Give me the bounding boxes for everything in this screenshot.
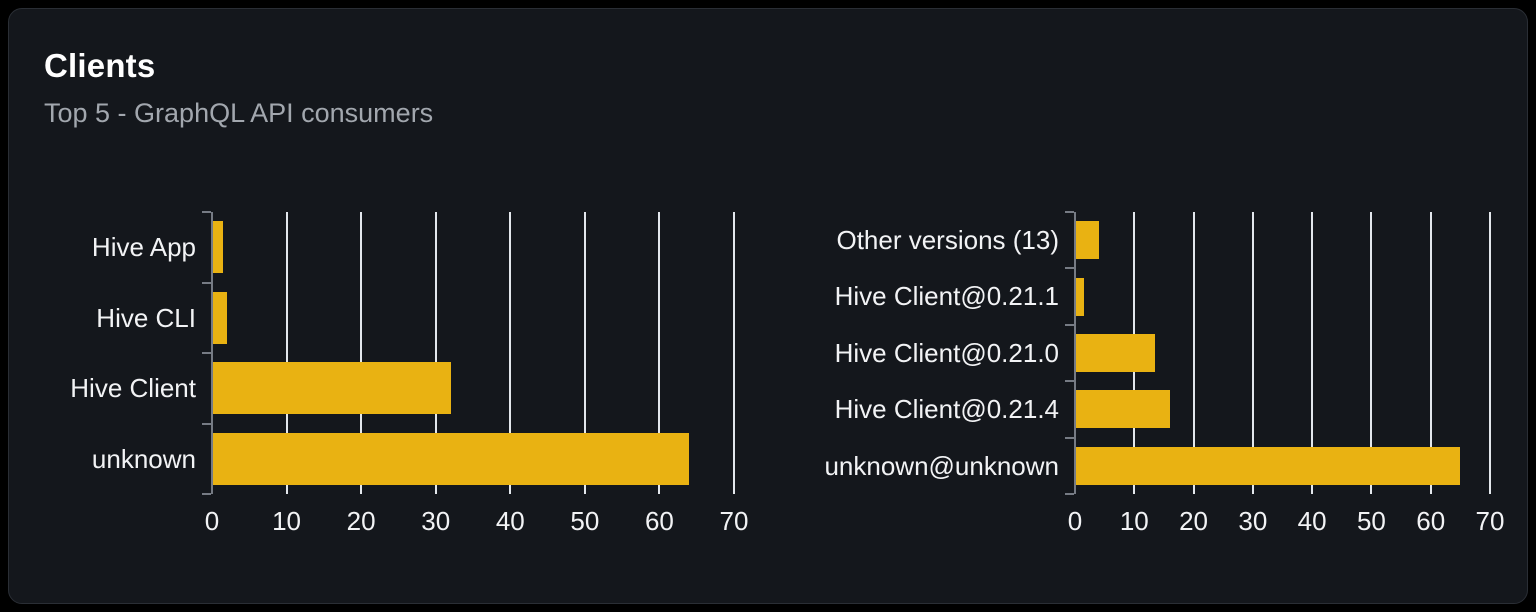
x-tick-label: 70 [1475, 506, 1505, 536]
x-tick-label: 10 [1119, 506, 1149, 536]
x-tick-label: 70 [719, 506, 749, 536]
clients-card: Clients Top 5 - GraphQL API consumers Hi… [8, 8, 1528, 604]
bar-unknown[interactable] [212, 432, 690, 485]
bar-hive-cli[interactable] [212, 291, 227, 344]
category-label: Hive Client [70, 373, 196, 403]
gridline [434, 212, 437, 494]
y-axis-tick [1065, 436, 1074, 439]
x-tick-label: 10 [272, 506, 302, 536]
gridline [509, 212, 512, 494]
x-tick-label: 30 [421, 506, 451, 536]
gridline [1251, 212, 1254, 494]
y-axis-tick [1065, 323, 1074, 326]
y-axis-tick [202, 352, 211, 354]
category-label: Other versions (13) [836, 225, 1059, 255]
plot-area [202, 211, 735, 495]
category-label: Hive Client@0.21.4 [834, 394, 1059, 425]
x-tick-label: 60 [1416, 506, 1446, 536]
y-axis-line [1074, 212, 1076, 494]
category-label: Hive CLI [96, 302, 196, 333]
gridline [583, 212, 586, 494]
x-tick-label: 50 [570, 506, 600, 536]
y-axis-tick [1065, 380, 1074, 383]
category-label: Hive Client@0.21.0 [834, 337, 1059, 368]
y-axis-tick [1065, 493, 1074, 495]
gridline [1429, 212, 1432, 494]
bar-hive-client-0-21-4[interactable] [1075, 390, 1170, 429]
x-tick-label: 60 [644, 506, 674, 536]
bar-hive-client[interactable] [212, 362, 451, 415]
card-subtitle: Top 5 - GraphQL API consumers [44, 98, 434, 128]
x-tick-label: 0 [1067, 506, 1083, 536]
card-title: Clients [44, 47, 156, 84]
gridline [1370, 212, 1373, 494]
plot-area [1065, 211, 1491, 495]
category-label: Hive Client@0.21.1 [834, 281, 1059, 312]
gridline [1192, 212, 1195, 494]
bar-hive-client-0-21-0[interactable] [1075, 334, 1156, 372]
y-axis-tick [202, 422, 211, 425]
category-label: unknown@unknown [824, 450, 1059, 481]
x-tick-label: 50 [1356, 506, 1386, 536]
x-tick-label: 30 [1238, 506, 1268, 536]
gridline [658, 212, 661, 494]
bar-other-versions-13-[interactable] [1075, 221, 1099, 260]
y-axis-line [211, 212, 213, 494]
bar-unknown-unknown[interactable] [1075, 446, 1461, 485]
y-axis-tick [202, 493, 211, 495]
y-axis-tick [202, 281, 211, 284]
gridline [360, 212, 363, 494]
y-axis-tick [1065, 211, 1074, 213]
clients-by-name-chart: Hive App Hive CLI Hive Client unknown 0 10 20 3… [57, 211, 748, 536]
bar-hive-client-0-21-1[interactable] [1075, 277, 1084, 316]
category-label: Hive App [91, 232, 196, 262]
gridline [1311, 212, 1314, 494]
x-tick-label: 40 [495, 506, 525, 536]
gridline [1489, 212, 1491, 494]
category-label: unknown [91, 443, 196, 474]
x-tick-label: 20 [346, 506, 376, 536]
x-tick-label: 40 [1297, 506, 1327, 536]
gridline [733, 212, 735, 494]
y-axis-tick [202, 211, 211, 213]
gridline [285, 212, 288, 494]
y-axis-tick [1065, 267, 1074, 270]
bar-hive-app[interactable] [212, 221, 224, 274]
x-tick-label: 20 [1179, 506, 1209, 536]
clients-by-version-chart: Other versions (13) Hive Client@0.21.1 Hiv… [821, 211, 1504, 536]
x-tick-label: 0 [204, 506, 220, 536]
